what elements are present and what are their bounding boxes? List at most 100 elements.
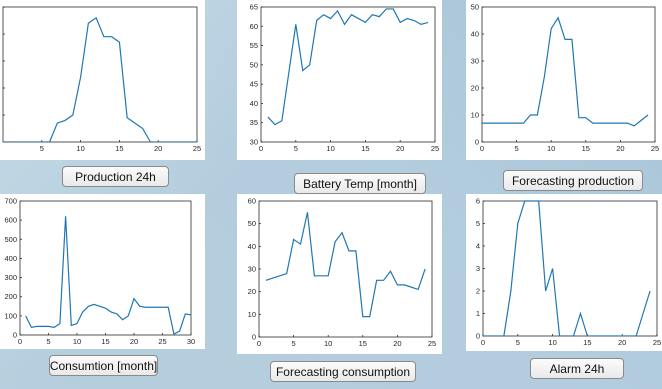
x-tick-label: 10 [548, 338, 556, 347]
y-tick-label: 45 [250, 80, 258, 89]
y-tick-label: 0 [13, 331, 17, 340]
y-tick-label: 5 [476, 219, 480, 228]
x-tick-label: 25 [158, 337, 166, 346]
series-line [483, 200, 651, 336]
chart-forecasting-production: 0 5 10 15 20 25 0 10 20 30 40 50 [471, 3, 660, 154]
x-tick-label: 20 [616, 144, 624, 153]
chart-panel-forecasting-consumption: 0 5 10 15 20 25 0 10 20 30 40 50 60 [237, 194, 442, 354]
chart-panel-production-24h: 5101520251020304050 [0, 0, 205, 160]
series-line [267, 8, 429, 126]
y-tick-label: 55 [250, 41, 258, 50]
y-tick-label: 30 [471, 57, 479, 66]
x-tick-label: 5 [40, 144, 44, 153]
x-tick-label: 5 [294, 144, 298, 153]
alarm-24h-button[interactable]: Alarm 24h [530, 358, 624, 379]
x-tick-label: 15 [359, 339, 367, 348]
series-line [25, 216, 191, 335]
y-tick-label: 40 [248, 242, 256, 251]
y-tick-label: 3 [476, 264, 480, 273]
y-tick-label: 20 [471, 84, 479, 93]
y-tick-label: 50 [471, 3, 479, 12]
y-tick-label: 50 [248, 219, 256, 228]
x-tick-label: 30 [187, 337, 195, 346]
plot-frame [19, 200, 192, 336]
y-tick-label: 30 [248, 265, 256, 274]
x-tick-label: 15 [583, 338, 591, 347]
y-tick-label: 40 [471, 30, 479, 39]
x-tick-label: 0 [257, 339, 261, 348]
series-line [265, 212, 426, 318]
plot-frame [482, 200, 658, 337]
chart-alarm-24h: 0 5 10 15 20 25 0 1 2 3 4 5 6 [476, 197, 661, 348]
x-tick-label: 20 [130, 337, 138, 346]
chart-production-24h: 5101520251020304050 [2, 6, 201, 153]
y-tick-label: 300 [4, 273, 17, 282]
x-tick-label: 5 [46, 337, 50, 346]
y-tick-label: 200 [4, 292, 17, 301]
x-tick-label: 5 [515, 144, 519, 153]
chart-panel-battery-temp: 0 5 10 15 20 25 30 35 40 45 50 55 60 65 [237, 0, 442, 160]
consumption-month-button[interactable]: Consumtion [month] [49, 355, 158, 376]
y-tick-label: 4 [476, 242, 480, 251]
y-tick-label: 0 [252, 333, 256, 342]
plot-frame [481, 6, 656, 143]
y-tick-label: 50 [250, 60, 258, 69]
chart-panel-consumption-month: 0 5 10 15 20 25 30 0 100 200 300 400 500 600 700 [0, 194, 205, 349]
y-tick-label: 10 [248, 310, 256, 319]
x-tick-label: 10 [73, 337, 81, 346]
forecasting-production-button[interactable]: Forecasting production [503, 170, 643, 191]
x-tick-label: 25 [431, 144, 439, 153]
plot-frame [2, 6, 198, 143]
chart-battery-temp: 0 5 10 15 20 25 30 35 40 45 50 55 60 65 [250, 3, 440, 154]
x-tick-label: 20 [396, 144, 404, 153]
x-tick-label: 10 [326, 144, 334, 153]
y-tick-label: 700 [4, 197, 17, 206]
x-tick-label: 20 [618, 338, 626, 347]
y-tick-label: 10 [471, 111, 479, 120]
y-tick-label: 60 [248, 197, 256, 206]
plot-frame [258, 200, 433, 338]
series-line [482, 16, 649, 127]
production-24h-button[interactable]: Production 24h [62, 166, 169, 187]
x-tick-label: 0 [481, 338, 485, 347]
y-tick-label: 20 [248, 287, 256, 296]
x-tick-label: 25 [653, 338, 661, 347]
battery-temp-button[interactable]: Battery Temp [month] [294, 173, 426, 194]
x-tick-label: 5 [516, 338, 520, 347]
x-tick-label: 15 [101, 337, 109, 346]
y-tick-label: 500 [4, 235, 17, 244]
y-tick-label: 100 [4, 311, 17, 320]
x-tick-label: 15 [115, 144, 123, 153]
x-tick-label: 25 [651, 144, 659, 153]
x-tick-label: 0 [18, 337, 22, 346]
y-tick-label: 400 [4, 254, 17, 263]
x-tick-label: 10 [547, 144, 555, 153]
y-tick-label: 6 [476, 197, 480, 206]
y-tick-label: 30 [250, 138, 258, 147]
y-tick-label: 0 [476, 332, 480, 341]
y-tick-label: 65 [250, 3, 258, 12]
y-tick-label: 2 [476, 287, 480, 296]
x-tick-label: 5 [292, 339, 296, 348]
x-tick-label: 0 [480, 144, 484, 153]
plot-frame [260, 6, 436, 143]
chart-panel-forecasting-production: 0 5 10 15 20 25 0 10 20 30 40 50 [466, 0, 662, 160]
x-tick-label: 15 [582, 144, 590, 153]
y-tick-label: 0 [475, 138, 479, 147]
x-tick-label: 10 [76, 144, 84, 153]
y-tick-label: 60 [250, 22, 258, 31]
chart-panel-alarm-24h: 0 5 10 15 20 25 0 1 2 3 4 5 6 [466, 194, 662, 351]
x-tick-label: 15 [361, 144, 369, 153]
x-tick-label: 20 [154, 144, 162, 153]
x-tick-label: 20 [393, 339, 401, 348]
y-tick-label: 1 [476, 309, 480, 318]
x-tick-label: 25 [428, 339, 436, 348]
x-tick-label: 0 [259, 144, 263, 153]
x-tick-label: 25 [193, 144, 201, 153]
series-line [3, 16, 197, 142]
y-tick-label: 600 [4, 216, 17, 225]
y-tick-label: 40 [250, 99, 258, 108]
forecasting-consumption-button[interactable]: Forecasting consumption [270, 361, 416, 382]
y-tick-label: 35 [250, 118, 258, 127]
